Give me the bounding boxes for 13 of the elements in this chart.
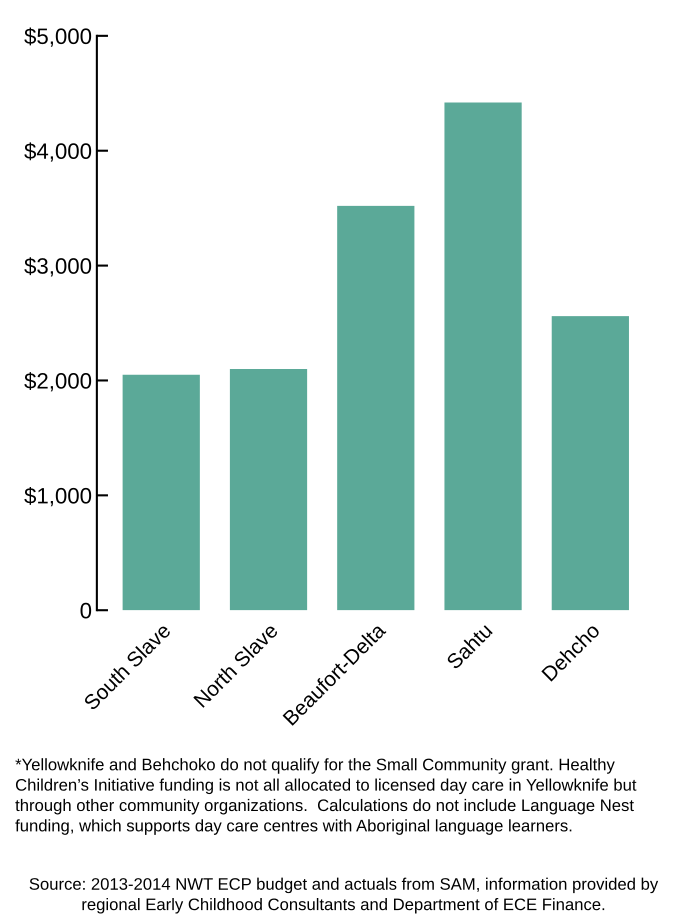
bar: [230, 368, 308, 610]
y-tick-label: $1,000: [24, 486, 92, 506]
bar: [122, 374, 200, 610]
bar: [337, 206, 414, 610]
bar: [552, 316, 629, 610]
bar: [444, 102, 522, 610]
y-tick-label: $2,000: [24, 372, 92, 392]
y-tick-label: $3,000: [24, 257, 92, 276]
text: *Yellowknife and Behchoko do not qualify for the Small Community grant. Healthy Children’s Initiative funding is not all allocated to licensed day care in Yellowknife but through other community organizations. Calculations do not include Language Nest funding, which supports day care centres with Aboriginal language learners.: [15, 758, 636, 835]
y-tick-label: $4,000: [24, 142, 92, 162]
source-note: Source: 2013-2014 NWT ECP budget and actuals from SAM, information provided by regional Early Childhood Consultants and Department of ECE Finance.: [30, 878, 658, 914]
y-tick-label: $5,000: [24, 27, 92, 47]
y-tick-label: 0: [80, 602, 92, 618]
